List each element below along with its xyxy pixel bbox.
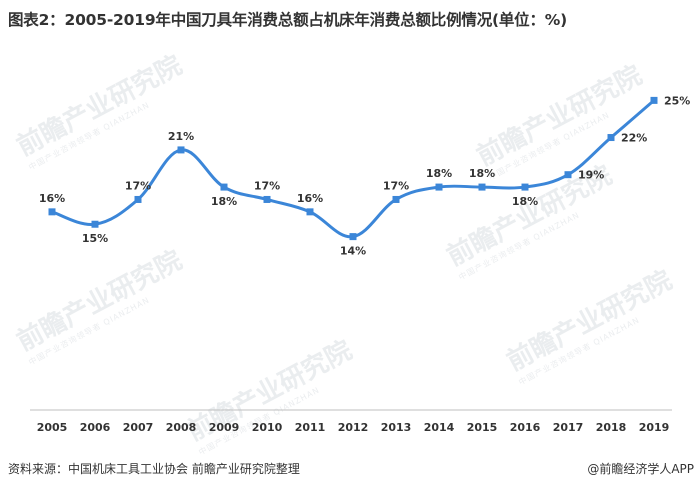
data-point	[177, 146, 185, 154]
data-label: 14%	[340, 245, 366, 258]
x-tick-label: 2019	[639, 421, 670, 434]
data-point	[48, 208, 56, 216]
data-point	[607, 134, 615, 142]
data-point	[650, 96, 658, 104]
data-point	[521, 183, 529, 191]
data-point	[564, 171, 572, 179]
x-tick-label: 2012	[338, 421, 369, 434]
x-tick-label: 2008	[166, 421, 197, 434]
data-label: 16%	[297, 192, 323, 205]
line-chart: 16% 15% 17% 21% 18% 17% 16% 14% 17% 18% 18% 18% 19% 2…	[30, 94, 690, 434]
data-label: 21%	[168, 130, 194, 143]
series-line	[50, 98, 656, 239]
brand-label: @前瞻经济学人APP	[587, 462, 694, 476]
data-label: 19%	[578, 169, 604, 182]
data-point	[478, 183, 486, 191]
data-point	[306, 208, 314, 216]
data-label: 22%	[621, 132, 647, 145]
data-label: 25%	[664, 94, 690, 107]
data-point	[134, 195, 142, 203]
x-tick-label: 2007	[123, 421, 154, 434]
data-point	[435, 183, 443, 191]
x-tick-label: 2015	[467, 421, 498, 434]
x-tick-label: 2011	[295, 421, 326, 434]
footer: 资料来源：中国机床工具工业协会 前瞻产业研究院整理 @前瞻经济学人APP	[0, 460, 700, 490]
data-label: 17%	[254, 179, 280, 192]
data-label: 18%	[211, 195, 237, 208]
data-point	[392, 195, 400, 203]
x-tick-label: 2013	[381, 421, 412, 434]
x-tick-label: 2017	[553, 421, 584, 434]
x-tick-label: 2014	[424, 421, 455, 434]
data-label: 17%	[125, 179, 151, 192]
data-label: 15%	[82, 232, 108, 245]
data-label: 16%	[39, 192, 65, 205]
chart-title: 图表2：2005-2019年中国刀具年消费总额占机床年消费总额比例情况(单位：%…	[8, 11, 567, 29]
data-point	[220, 183, 228, 191]
x-tick-label: 2018	[596, 421, 627, 434]
data-point	[91, 220, 99, 228]
data-label: 17%	[383, 179, 409, 192]
source-note: 资料来源：中国机床工具工业协会 前瞻产业研究院整理	[8, 462, 300, 476]
x-tick-label: 2005	[37, 421, 68, 434]
data-point	[263, 195, 271, 203]
x-tick-label: 2016	[510, 421, 541, 434]
data-point	[349, 233, 357, 241]
x-tick-label: 2009	[209, 421, 240, 434]
data-label: 18%	[469, 167, 495, 180]
data-label: 18%	[512, 195, 538, 208]
data-label: 18%	[426, 167, 452, 180]
x-tick-label: 2010	[252, 421, 283, 434]
chart-area: 16% 15% 17% 21% 18% 17% 16% 14% 17% 18% 18% 18% 19% 2…	[0, 40, 700, 450]
x-tick-label: 2006	[80, 421, 111, 434]
